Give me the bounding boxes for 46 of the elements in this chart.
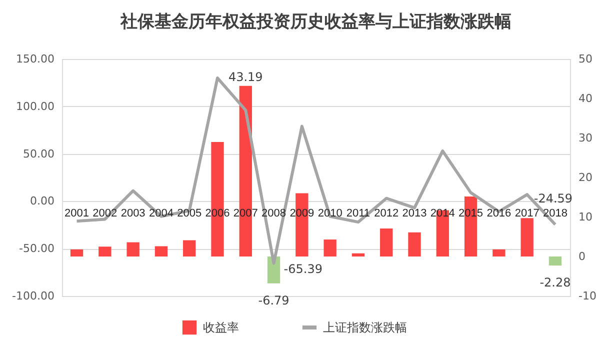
bar [126, 242, 140, 256]
x-tick-label: 2001 [64, 208, 90, 220]
y-tick-label: 0.00 [30, 194, 54, 208]
data-label: 43.19 [228, 70, 263, 84]
y-tick-label: 100.00 [16, 100, 54, 113]
y-tick-label: -50.00 [19, 242, 54, 256]
y2-tick-label: 30 [578, 132, 592, 144]
bar [70, 249, 84, 256]
x-tick-label: 2002 [92, 208, 118, 220]
x-tick-label: 2008 [262, 208, 286, 220]
y-tick-label: -100.00 [12, 290, 54, 302]
bar [352, 253, 365, 256]
bar [408, 232, 421, 256]
bar [98, 246, 112, 256]
bar [520, 218, 534, 256]
y2-tick-label: -10 [578, 290, 596, 302]
bar [154, 246, 168, 256]
data-label: -24.59 [534, 192, 573, 206]
bar [492, 249, 506, 256]
legend-label: 上证指数涨跌幅 [323, 320, 407, 334]
data-label: -6.79 [258, 293, 290, 308]
bar [380, 228, 393, 256]
x-tick-label: 2004 [148, 208, 174, 220]
data-label: -2.28 [540, 276, 571, 290]
bar [183, 240, 196, 256]
y2-tick-label: 40 [578, 92, 592, 105]
y2-tick-label: 50 [578, 52, 592, 66]
chart-title: 社保基金历年权益投资历史收益率与上证指数涨跌幅 [120, 12, 512, 32]
x-tick-label: 2011 [346, 208, 370, 220]
y-tick-label: 50.00 [23, 147, 54, 160]
x-tick-label: 2010 [318, 208, 342, 220]
x-tick-label: 2017 [514, 208, 540, 220]
y-tick-label: 150.00 [16, 52, 54, 66]
x-tick-label: 2013 [402, 208, 427, 220]
x-tick-label: 2012 [374, 208, 399, 220]
y2-tick-label: 10 [578, 210, 592, 224]
x-tick-label: 2016 [486, 208, 512, 220]
legend-label: 收益率 [203, 320, 239, 334]
x-tick-label: 2018 [542, 208, 568, 220]
y2-tick-label: 0 [578, 250, 586, 263]
y2-tick-label: 20 [578, 171, 592, 184]
x-tick-label: 2005 [177, 208, 202, 220]
x-tick-label: 2003 [120, 208, 146, 220]
bar [548, 256, 562, 266]
bar [324, 240, 336, 256]
data-label: -65.39 [284, 262, 322, 276]
